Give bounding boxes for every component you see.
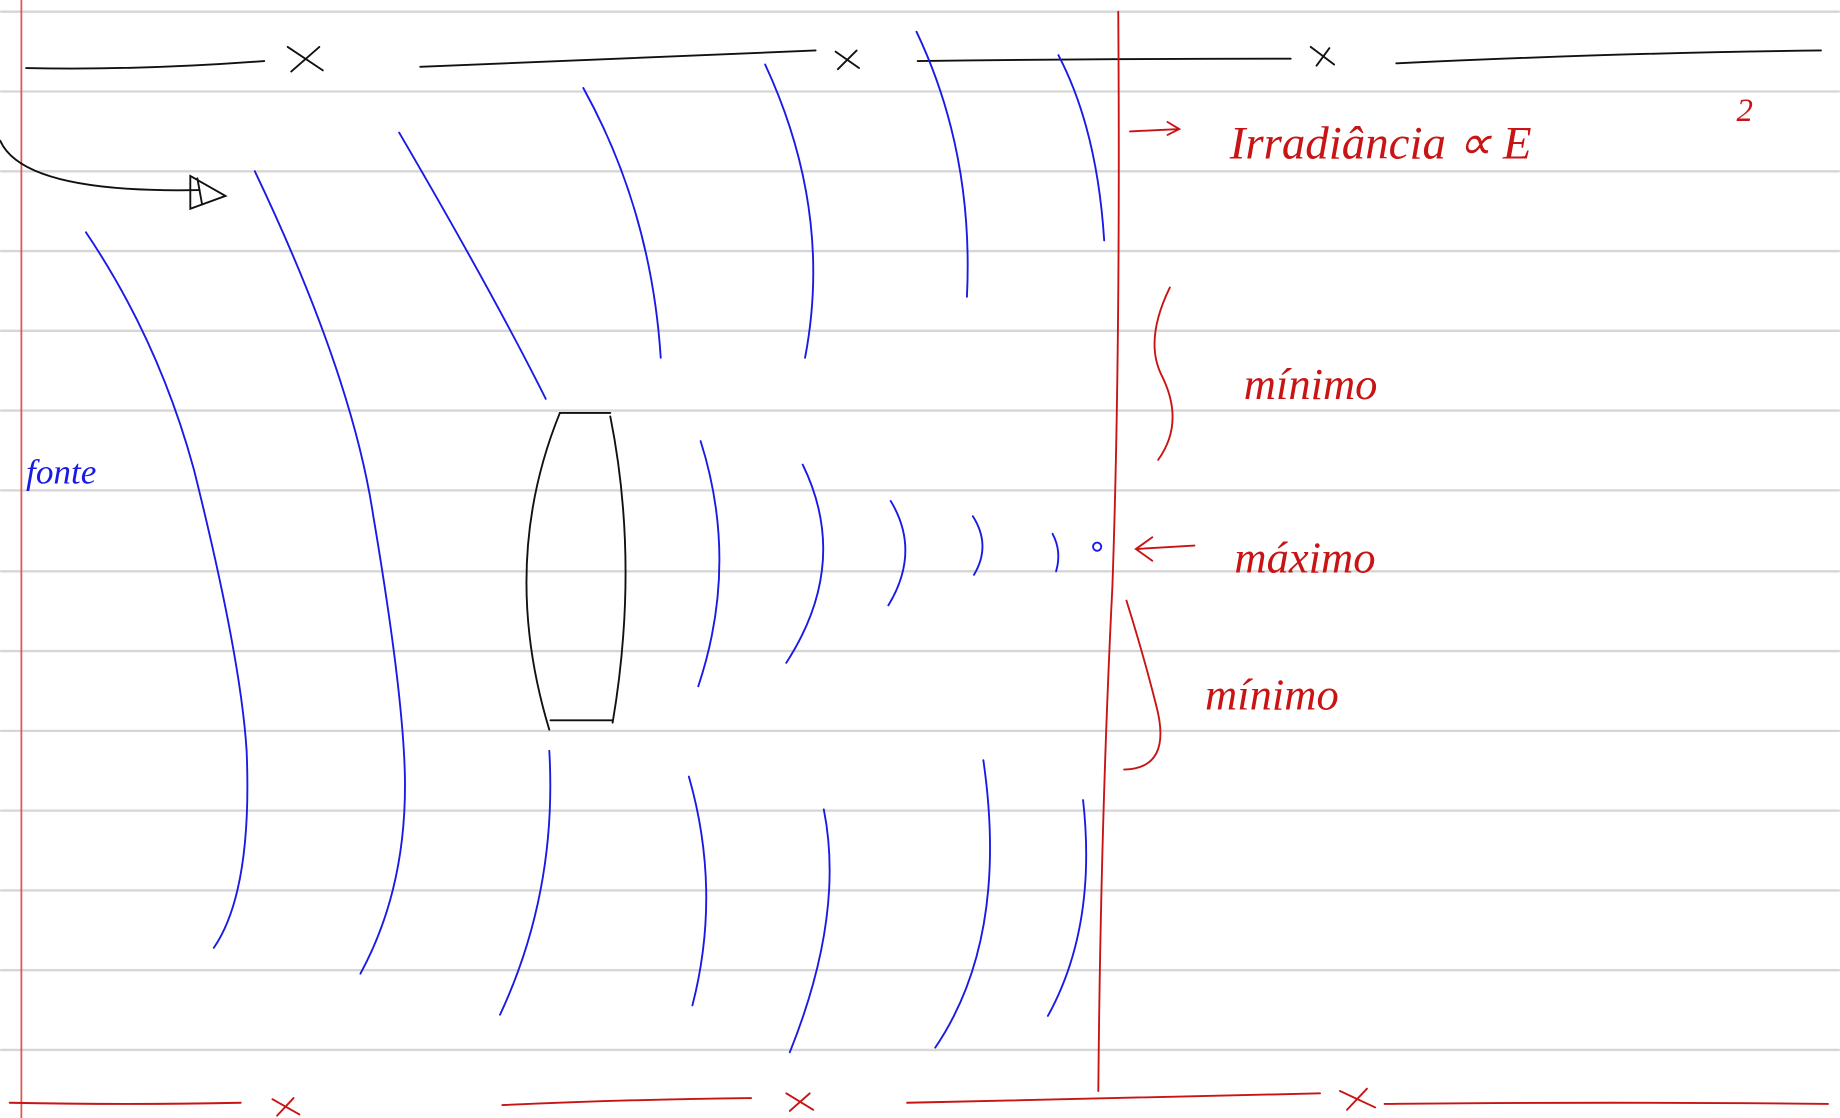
notebook-page: fonte Irradiância ∝ E 2 mínimo máximo mí…: [0, 0, 1840, 1118]
minimum-bottom-label: mínimo: [1205, 670, 1339, 720]
source-label: fonte: [26, 452, 96, 491]
irradiance-label: Irradiância ∝ E: [1229, 117, 1532, 169]
paper: [0, 0, 1839, 1118]
page: fonte Irradiância ∝ E 2 mínimo máximo mí…: [0, 0, 1840, 1118]
minimum-top-label: mínimo: [1244, 359, 1378, 409]
irradiance-exponent: 2: [1737, 93, 1753, 129]
maximum-label: máximo: [1234, 532, 1375, 582]
